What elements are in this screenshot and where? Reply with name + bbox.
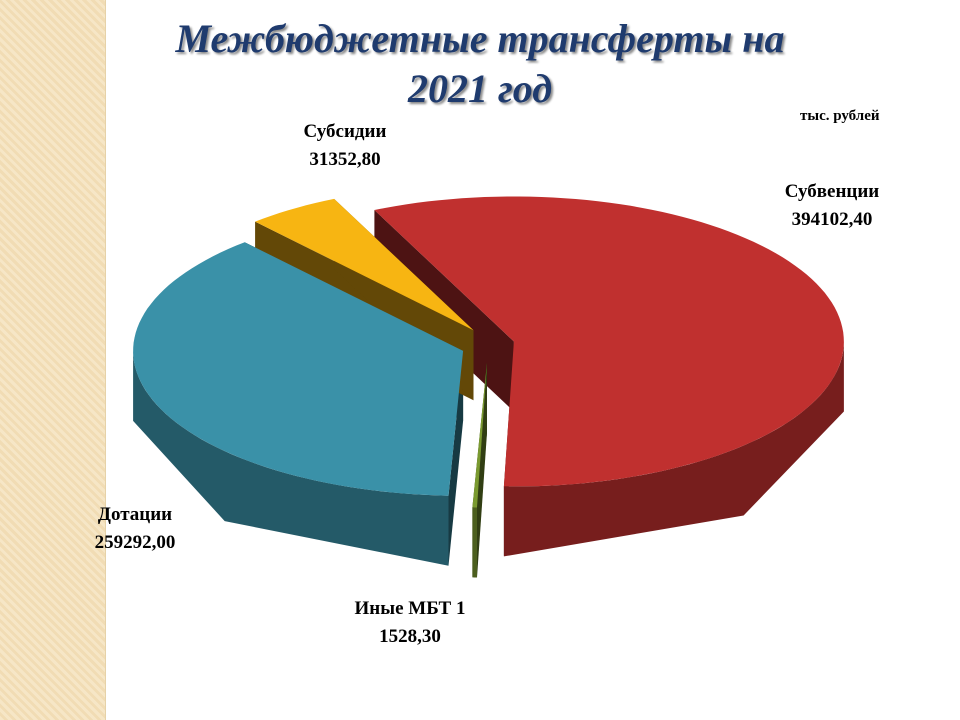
slice-category-label: Дотации xyxy=(98,504,172,525)
slice-value-label: 31352,80 xyxy=(309,149,380,170)
unit-label: тыс. рублей xyxy=(800,108,880,124)
slice-side xyxy=(503,341,844,557)
slice-category-label: Иные МБТ 1 xyxy=(355,598,466,619)
pie-slice xyxy=(472,362,487,508)
pie-slice xyxy=(374,196,844,487)
slice-value-label: 259292,00 xyxy=(95,532,176,553)
slice-category-label: Субвенции xyxy=(785,181,880,202)
chart-title: Межбюджетные трансферты на 2021 год xyxy=(175,16,785,111)
slice-value-label: 1528,30 xyxy=(379,626,441,647)
decor-stripe xyxy=(0,0,106,720)
slice-value-label: 394102,40 xyxy=(792,209,873,230)
pie-slice xyxy=(133,242,464,496)
pie-slice xyxy=(255,198,474,331)
slice-side xyxy=(472,507,477,578)
slice-side xyxy=(133,350,449,566)
slice-category-label: Субсидии xyxy=(304,121,387,142)
